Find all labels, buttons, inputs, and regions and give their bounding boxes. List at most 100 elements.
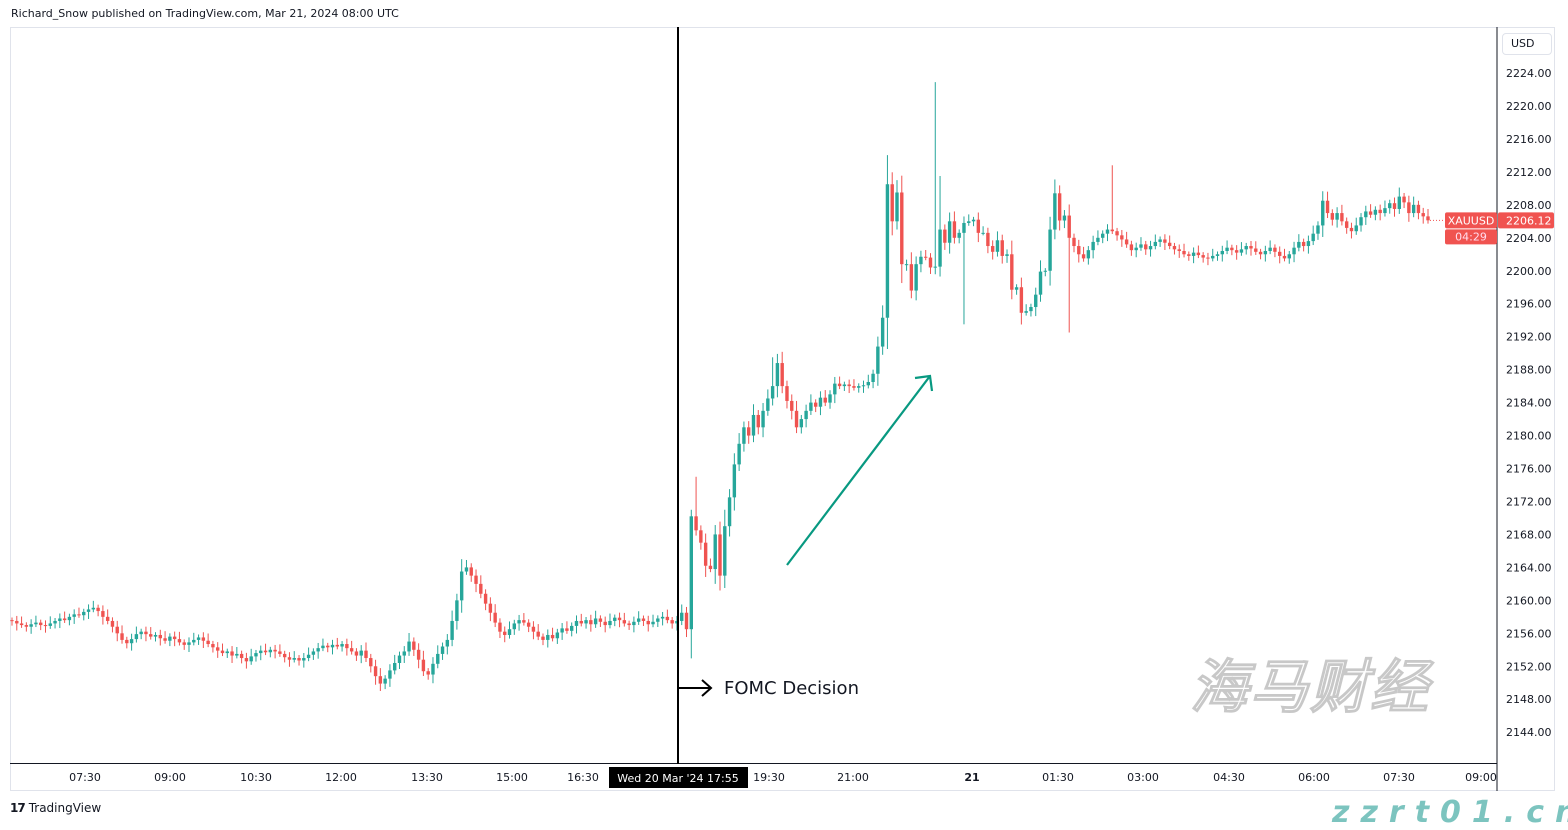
time-tick-label: 01:30 [1042, 771, 1074, 784]
candle-body [431, 663, 435, 675]
candle-body [469, 567, 473, 576]
candle-body [952, 221, 957, 238]
candle-body [239, 653, 244, 659]
candle-body [335, 644, 339, 647]
candle-body [1105, 229, 1110, 234]
candle-body [34, 622, 38, 625]
candle-body [498, 622, 502, 632]
candle-body [1411, 204, 1416, 214]
candle-body [1101, 233, 1105, 238]
candle-body [383, 678, 387, 684]
chart-frame [10, 27, 1555, 791]
candle-body [201, 637, 206, 641]
candle-body [603, 621, 607, 626]
candle-body [737, 443, 741, 465]
candle-body [1153, 241, 1158, 247]
candle-body [354, 651, 359, 656]
candle-body [388, 670, 392, 679]
candle-body [713, 534, 717, 570]
candle-body [919, 256, 923, 265]
candle-body [1048, 229, 1052, 271]
candle-body [1134, 247, 1138, 251]
candle-body [58, 618, 62, 621]
candle-body [1335, 213, 1339, 220]
candle-body [503, 631, 507, 635]
price-tick-label: 2144.00 [1506, 726, 1552, 739]
candle-body [641, 618, 646, 621]
candle-body [809, 402, 813, 411]
candle-body [259, 650, 263, 654]
crosshair-time-label: Wed 20 Mar '24 17:55 [617, 772, 738, 785]
candle-body [196, 637, 201, 640]
candle-body [938, 229, 942, 267]
last-price-label: 2206.12 [1506, 214, 1552, 227]
candle-body [321, 645, 325, 649]
currency-button[interactable]: USD [1502, 33, 1552, 55]
candle-body [105, 616, 110, 621]
candle-body [1397, 196, 1401, 209]
symbol-label-box [1445, 212, 1497, 229]
tradingview-logo-icon: 𝟭𝟳 [10, 801, 26, 815]
candle-body [1234, 250, 1239, 253]
candle-body [1340, 213, 1344, 222]
trend-arrow-icon [786, 374, 934, 566]
candle-body [570, 625, 574, 631]
candle-body [512, 623, 516, 630]
watermark-url: zzrt01.cn [1332, 795, 1568, 830]
candle-body [1029, 307, 1033, 312]
candle-body [670, 620, 674, 624]
candle-body [67, 616, 72, 621]
candle-body [1402, 196, 1406, 203]
candle-body [1239, 249, 1244, 253]
candle-body [1191, 252, 1196, 256]
candle-body [43, 625, 48, 627]
candle-body [813, 402, 818, 407]
candle-body [39, 622, 43, 626]
candle-body [91, 607, 96, 610]
candle-body [48, 623, 52, 626]
candle-body [1034, 294, 1038, 308]
candle-body [1349, 227, 1354, 232]
candle-body [1163, 239, 1167, 243]
candle-body [53, 620, 57, 624]
candle-body [306, 654, 311, 659]
candle-body [493, 612, 497, 623]
candle-body [900, 192, 904, 265]
countdown-label: 04:29 [1455, 230, 1487, 243]
candle-body [928, 257, 933, 268]
candle-body [890, 184, 894, 222]
candle-body [1392, 203, 1397, 209]
candle-body [1053, 193, 1057, 230]
candle-body [861, 385, 866, 387]
candle-body [914, 264, 918, 291]
price-tick-label: 2168.00 [1506, 528, 1552, 541]
candle-body [292, 658, 296, 660]
candle-body [818, 397, 823, 407]
candle-body [163, 638, 167, 641]
candle-body [976, 219, 981, 233]
time-tick-label: 07:30 [69, 771, 101, 784]
candle-body [488, 603, 493, 613]
candle-body [780, 363, 784, 387]
candle-body [1211, 255, 1215, 259]
tradingview-logo[interactable]: 𝟭𝟳 TradingView [10, 801, 101, 815]
candle-body [847, 384, 851, 387]
candle-body [340, 644, 344, 647]
candle-body [440, 646, 445, 654]
candle-body [1297, 241, 1301, 248]
candle-body [660, 616, 665, 619]
candle-body [302, 658, 306, 661]
candle-body [761, 410, 765, 428]
candle-body [153, 634, 158, 637]
candle-body [703, 542, 708, 566]
candle-body [1344, 221, 1349, 228]
candle-body [426, 671, 430, 675]
candle-body [1172, 246, 1177, 250]
candle-body [1282, 255, 1287, 259]
candle-body [168, 636, 172, 641]
candle-body [967, 221, 971, 223]
candle-body [947, 221, 952, 243]
candle-body [981, 232, 985, 234]
candle-body [254, 653, 258, 657]
